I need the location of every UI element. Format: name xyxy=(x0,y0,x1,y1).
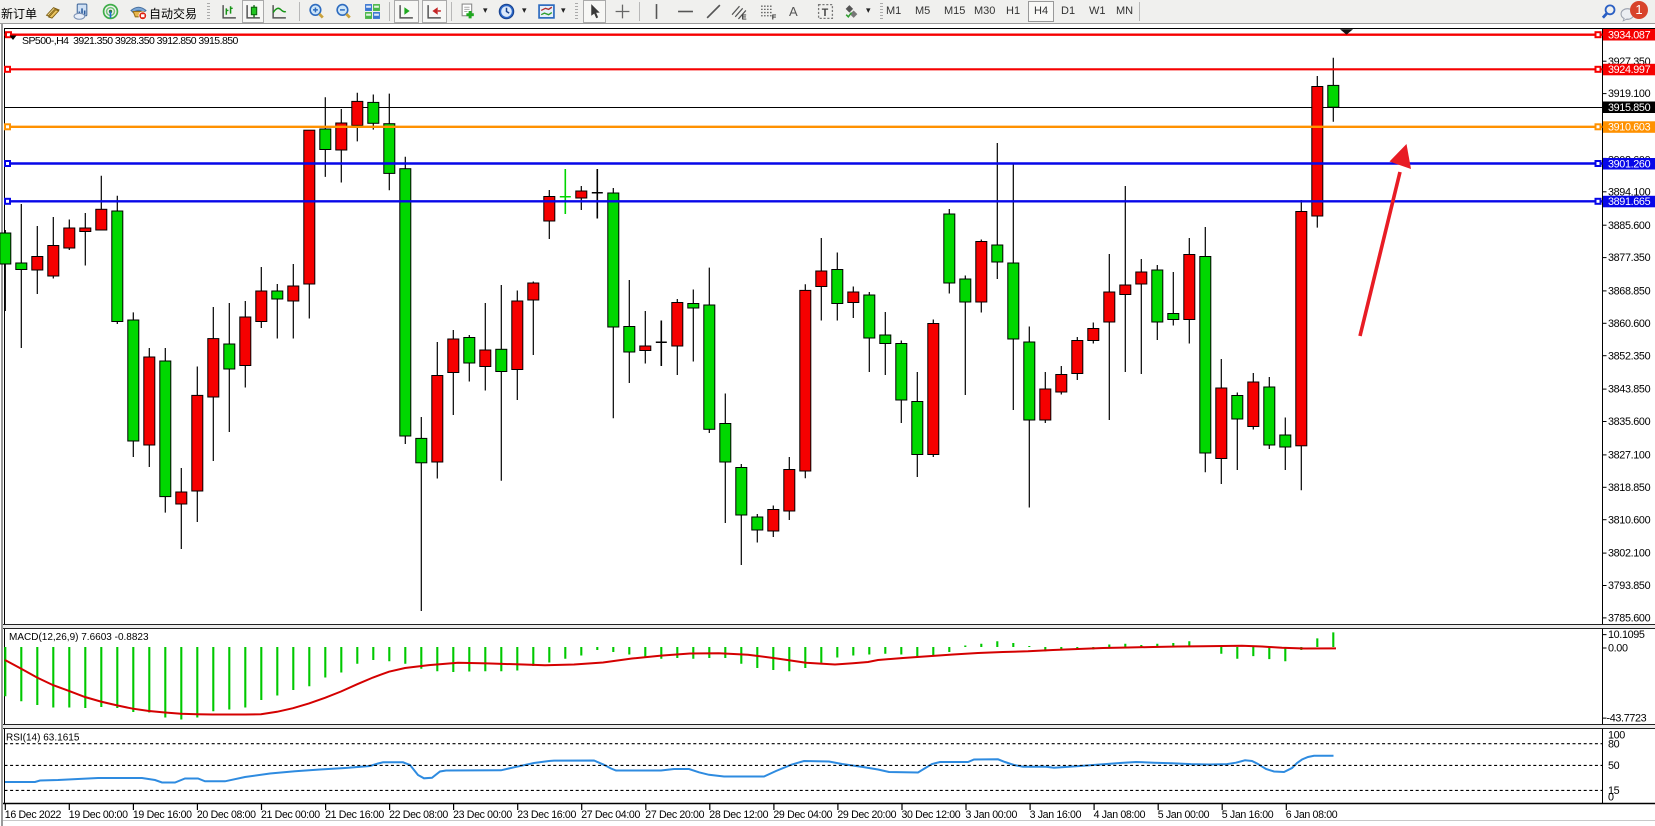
svg-text:21 Dec 00:00: 21 Dec 00:00 xyxy=(261,809,320,821)
svg-text:3919.100: 3919.100 xyxy=(1608,88,1651,100)
svg-text:3852.350: 3852.350 xyxy=(1608,350,1651,362)
svg-text:21 Dec 16:00: 21 Dec 16:00 xyxy=(325,809,384,821)
svg-text:3802.100: 3802.100 xyxy=(1608,548,1651,560)
svg-text:3934.087: 3934.087 xyxy=(1608,29,1651,41)
svg-text:4 Jan 08:00: 4 Jan 08:00 xyxy=(1094,809,1146,821)
svg-text:0.00: 0.00 xyxy=(1608,643,1628,655)
svg-text:5 Jan 00:00: 5 Jan 00:00 xyxy=(1158,809,1210,821)
svg-text:3810.600: 3810.600 xyxy=(1608,514,1651,526)
svg-text:0: 0 xyxy=(1608,791,1614,803)
svg-text:3910.603: 3910.603 xyxy=(1608,122,1651,134)
svg-text:3 Jan 00:00: 3 Jan 00:00 xyxy=(966,809,1018,821)
svg-text:19 Dec 00:00: 19 Dec 00:00 xyxy=(69,809,128,821)
svg-text:3793.850: 3793.850 xyxy=(1608,580,1651,592)
svg-text:28 Dec 12:00: 28 Dec 12:00 xyxy=(709,809,768,821)
svg-text:3901.260: 3901.260 xyxy=(1608,158,1651,170)
svg-text:F: F xyxy=(772,12,777,20)
svg-text:29 Dec 04:00: 29 Dec 04:00 xyxy=(773,809,832,821)
svg-text:30 Dec 12:00: 30 Dec 12:00 xyxy=(902,809,961,821)
svg-text:3885.600: 3885.600 xyxy=(1608,220,1651,232)
svg-text:22 Dec 08:00: 22 Dec 08:00 xyxy=(389,809,448,821)
svg-text:27 Dec 20:00: 27 Dec 20:00 xyxy=(645,809,704,821)
svg-text:29 Dec 20:00: 29 Dec 20:00 xyxy=(837,809,896,821)
svg-text:E: E xyxy=(742,12,747,20)
svg-text:SP500-,H4 3921.350 3928.350 3: SP500-,H4 3921.350 3928.350 3912.850 391… xyxy=(22,35,239,47)
svg-text:3868.850: 3868.850 xyxy=(1608,286,1651,298)
svg-text:3877.350: 3877.350 xyxy=(1608,252,1651,264)
svg-text:50: 50 xyxy=(1608,760,1620,772)
svg-text:3891.665: 3891.665 xyxy=(1608,196,1651,208)
svg-text:3835.600: 3835.600 xyxy=(1608,416,1651,428)
svg-text:T: T xyxy=(822,7,829,19)
svg-text:100: 100 xyxy=(1608,730,1625,742)
svg-text:10.1095: 10.1095 xyxy=(1608,629,1645,641)
svg-text:3818.850: 3818.850 xyxy=(1608,482,1651,494)
svg-text:3894.100: 3894.100 xyxy=(1608,186,1651,198)
svg-text:3827.100: 3827.100 xyxy=(1608,450,1651,462)
svg-text:3785.600: 3785.600 xyxy=(1608,613,1651,625)
svg-text:3 Jan 16:00: 3 Jan 16:00 xyxy=(1030,809,1082,821)
svg-text:27 Dec 04:00: 27 Dec 04:00 xyxy=(581,809,640,821)
svg-text:3924.997: 3924.997 xyxy=(1608,64,1651,76)
svg-text:5 Jan 16:00: 5 Jan 16:00 xyxy=(1222,809,1274,821)
svg-text:15: 15 xyxy=(1608,785,1620,797)
svg-text:MACD(12,26,9) 7.6603 -0.8823: MACD(12,26,9) 7.6603 -0.8823 xyxy=(9,632,149,643)
svg-text:3843.850: 3843.850 xyxy=(1608,384,1651,396)
svg-text:RSI(14) 63.1615: RSI(14) 63.1615 xyxy=(6,733,80,744)
svg-text:80: 80 xyxy=(1608,738,1620,750)
svg-text:3915.850: 3915.850 xyxy=(1608,102,1651,114)
svg-text:23 Dec 16:00: 23 Dec 16:00 xyxy=(517,809,576,821)
svg-text:6 Jan 08:00: 6 Jan 08:00 xyxy=(1286,809,1338,821)
svg-text:3860.600: 3860.600 xyxy=(1608,318,1651,330)
svg-text:-43.7723: -43.7723 xyxy=(1607,713,1647,725)
svg-text:19 Dec 16:00: 19 Dec 16:00 xyxy=(133,809,192,821)
svg-text:23 Dec 00:00: 23 Dec 00:00 xyxy=(453,809,512,821)
svg-text:20 Dec 08:00: 20 Dec 08:00 xyxy=(197,809,256,821)
svg-text:16 Dec 2022: 16 Dec 2022 xyxy=(5,809,62,821)
